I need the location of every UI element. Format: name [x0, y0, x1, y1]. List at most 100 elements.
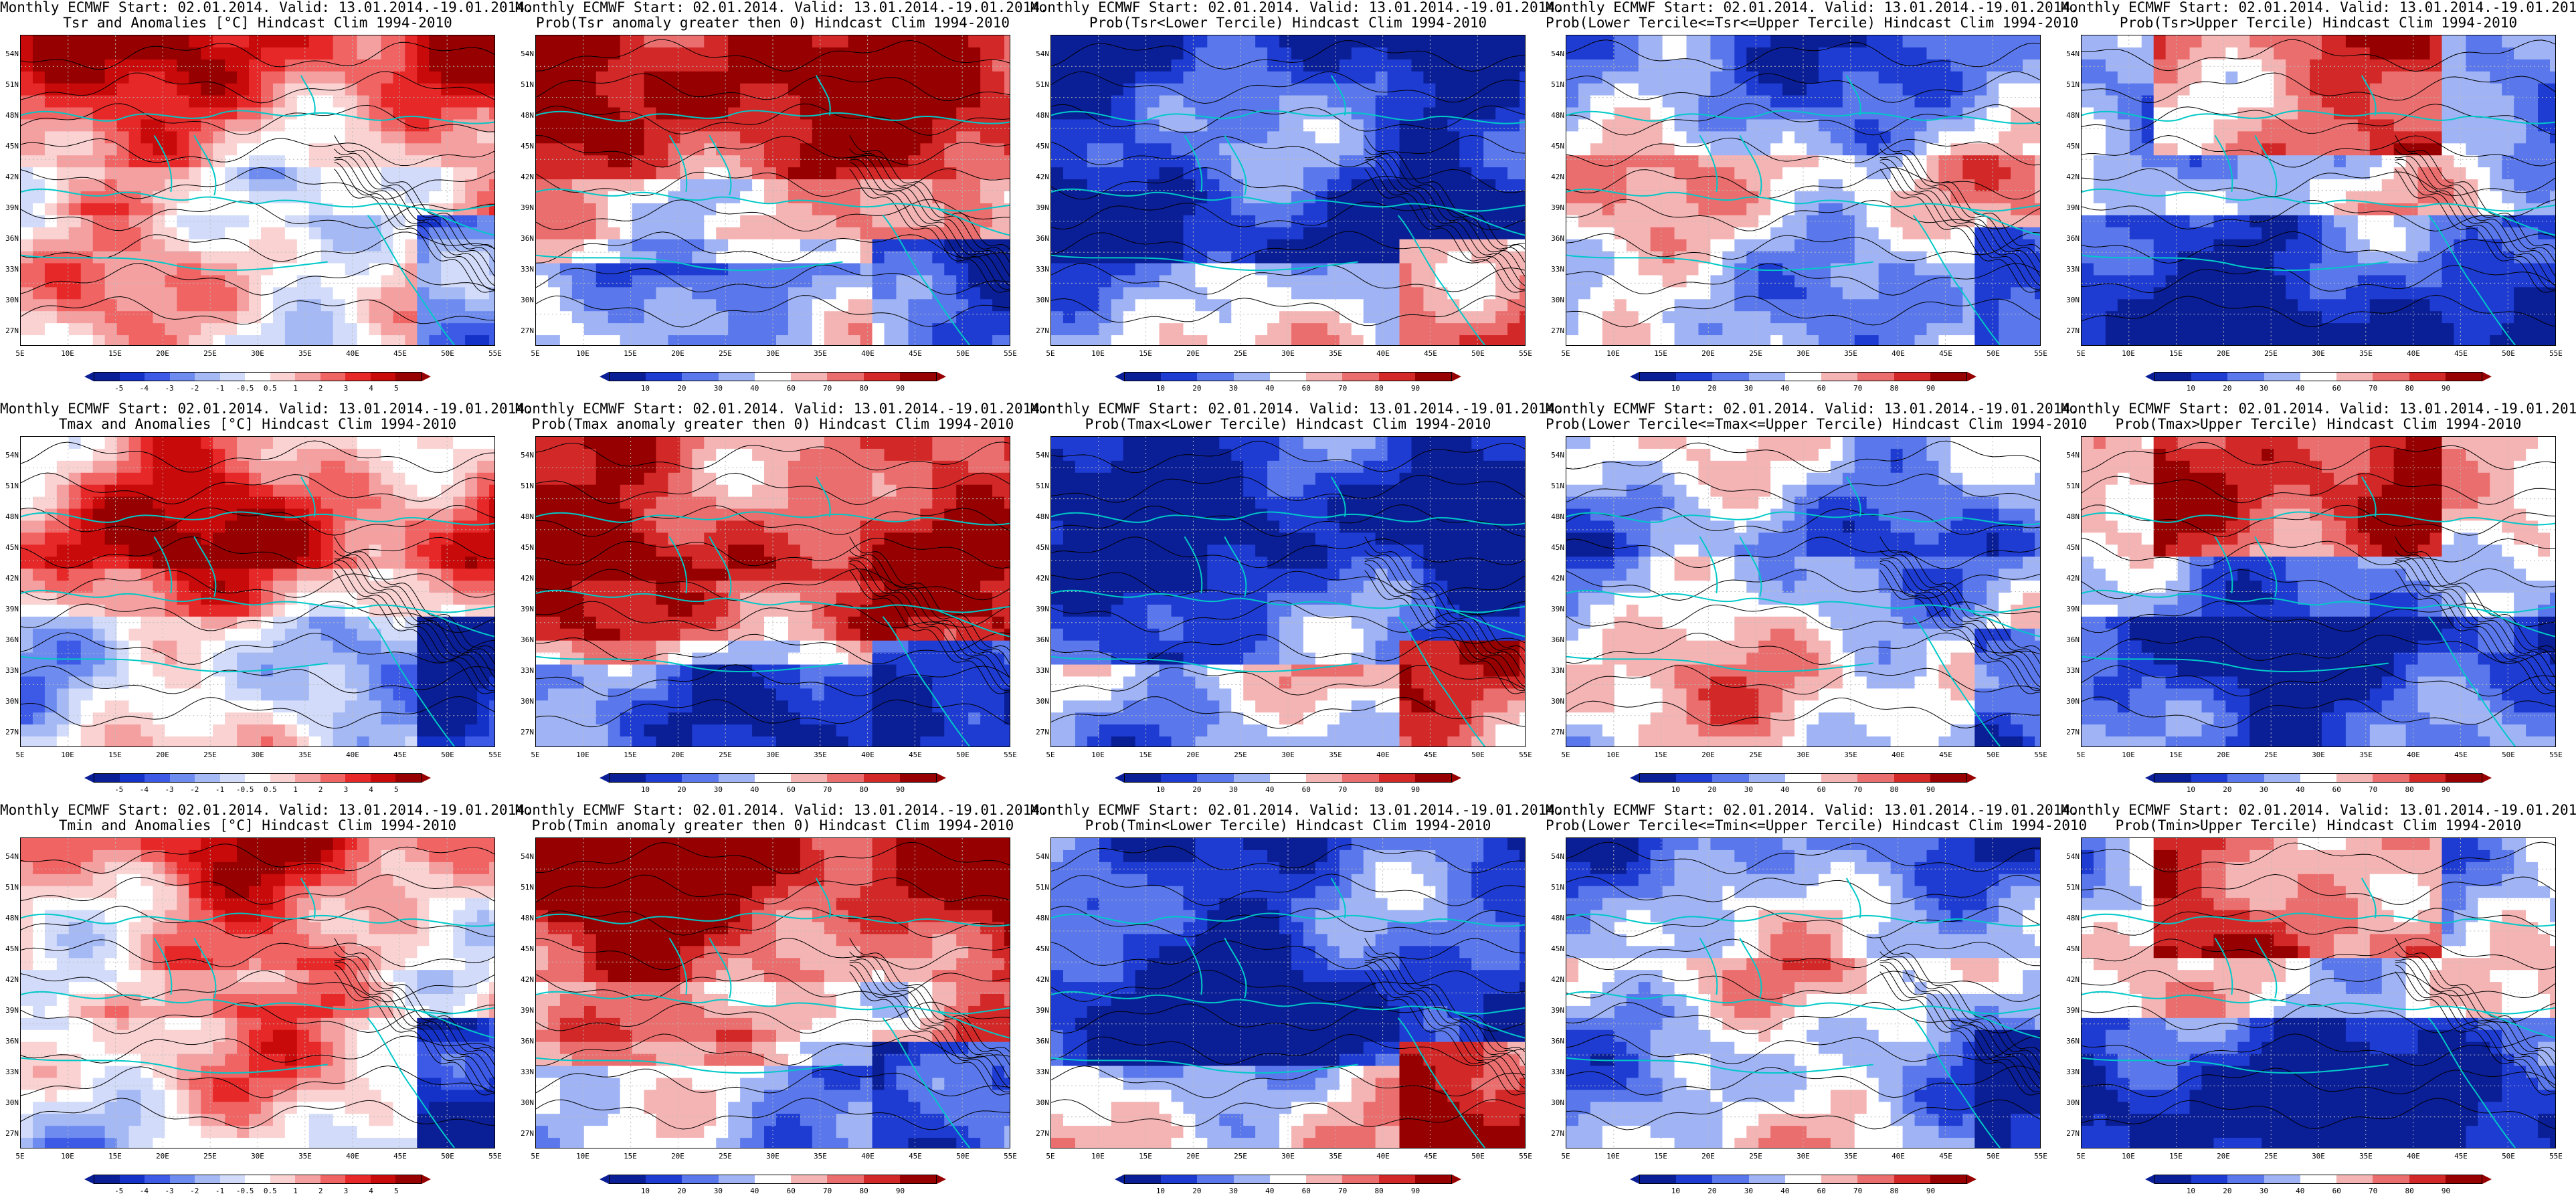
field-cell — [453, 299, 465, 311]
field-cell — [1710, 311, 1722, 323]
field-cell — [1615, 335, 1627, 345]
field-cell — [788, 119, 800, 131]
field-cell — [1746, 287, 1758, 299]
field-cell — [57, 179, 69, 191]
field-cell — [932, 264, 944, 276]
field-cell — [321, 35, 333, 47]
field-cell — [405, 311, 417, 323]
field-cell — [2370, 179, 2382, 191]
field-cell — [1279, 252, 1291, 264]
field-cell — [1795, 155, 1807, 167]
field-cell — [1147, 131, 1160, 143]
field-cell — [93, 131, 105, 143]
field-cell — [716, 323, 728, 335]
field-cell — [2201, 167, 2213, 179]
field-cell — [1962, 264, 1974, 276]
field-cell — [1698, 275, 1710, 287]
field-cell — [1495, 35, 1507, 47]
field-cell — [1962, 227, 1974, 239]
field-cell — [153, 264, 165, 276]
field-cell — [405, 84, 417, 96]
field-cell — [788, 167, 800, 179]
field-cell — [1903, 299, 1915, 311]
field-cell — [405, 72, 417, 84]
field-cell — [872, 47, 885, 60]
field-cell — [1999, 264, 2011, 276]
colorbar-swatch — [1930, 373, 1966, 381]
field-cell — [309, 131, 321, 143]
field-cell — [1819, 323, 1831, 335]
field-cell — [357, 252, 369, 264]
field-cell — [1615, 119, 1627, 131]
field-cell — [1722, 143, 1734, 155]
field-cell — [908, 60, 920, 72]
field-cell — [1819, 35, 1831, 47]
field-cell — [1400, 60, 1412, 72]
field-cell — [608, 60, 620, 72]
field-cell — [644, 143, 656, 155]
field-cell — [2490, 155, 2502, 167]
field-cell — [968, 179, 980, 191]
field-cell — [1376, 84, 1388, 96]
field-cell — [1926, 311, 1938, 323]
field-cell — [2286, 84, 2298, 96]
field-cell — [441, 60, 453, 72]
field-cell — [2526, 131, 2538, 143]
field-cell — [1352, 215, 1364, 227]
field-cell — [1627, 335, 1639, 345]
field-cell — [1999, 167, 2011, 179]
field-cell — [1855, 155, 1867, 167]
field-cell — [489, 108, 494, 120]
field-cell — [453, 275, 465, 287]
field-cell — [2310, 84, 2322, 96]
field-cell — [1770, 203, 1782, 215]
field-cell — [2130, 60, 2142, 72]
field-cell — [596, 131, 608, 143]
field-cell — [2154, 203, 2166, 215]
field-cell — [1891, 47, 1903, 60]
field-cell — [165, 227, 177, 239]
field-cell — [2178, 203, 2190, 215]
field-cell — [489, 335, 494, 345]
colorbar-swatch — [371, 373, 396, 381]
field-cell — [465, 72, 477, 84]
field-cell — [728, 275, 740, 287]
field-cell — [1303, 108, 1315, 120]
field-cell — [632, 143, 644, 155]
field-cell — [2454, 96, 2466, 108]
field-cell — [141, 335, 153, 345]
field-cell — [2023, 287, 2035, 299]
field-cell — [1698, 143, 1710, 155]
field-cell — [1291, 275, 1303, 287]
field-cell — [93, 72, 105, 84]
field-cell — [369, 252, 381, 264]
field-cell — [81, 275, 93, 287]
field-cell — [141, 179, 153, 191]
field-cell — [1376, 203, 1388, 215]
colorbar-swatch — [719, 373, 755, 381]
field-cell — [2011, 215, 2023, 227]
field-cell — [2550, 72, 2555, 84]
colorbar-label: 90 — [896, 384, 905, 393]
field-cell — [1891, 335, 1903, 345]
field-cell — [1423, 72, 1435, 84]
field-cell — [1352, 287, 1364, 299]
field-cell — [453, 335, 465, 345]
field-cell — [536, 335, 548, 345]
field-cell — [1087, 84, 1099, 96]
field-cell — [1698, 227, 1710, 239]
field-cell — [2142, 155, 2154, 167]
colorbar-label: 5 — [394, 384, 399, 393]
field-cell — [2154, 143, 2166, 155]
field-cell — [656, 155, 668, 167]
field-cell — [1483, 143, 1495, 155]
field-cell — [1698, 84, 1710, 96]
field-cell — [1075, 108, 1087, 120]
field-cell — [968, 155, 980, 167]
colorbar-label: 3 — [344, 384, 349, 393]
field-cell — [2130, 108, 2142, 120]
field-cell — [1099, 155, 1111, 167]
field-cell — [1915, 227, 1927, 239]
field-cell — [1795, 60, 1807, 72]
field-cell — [1686, 72, 1698, 84]
